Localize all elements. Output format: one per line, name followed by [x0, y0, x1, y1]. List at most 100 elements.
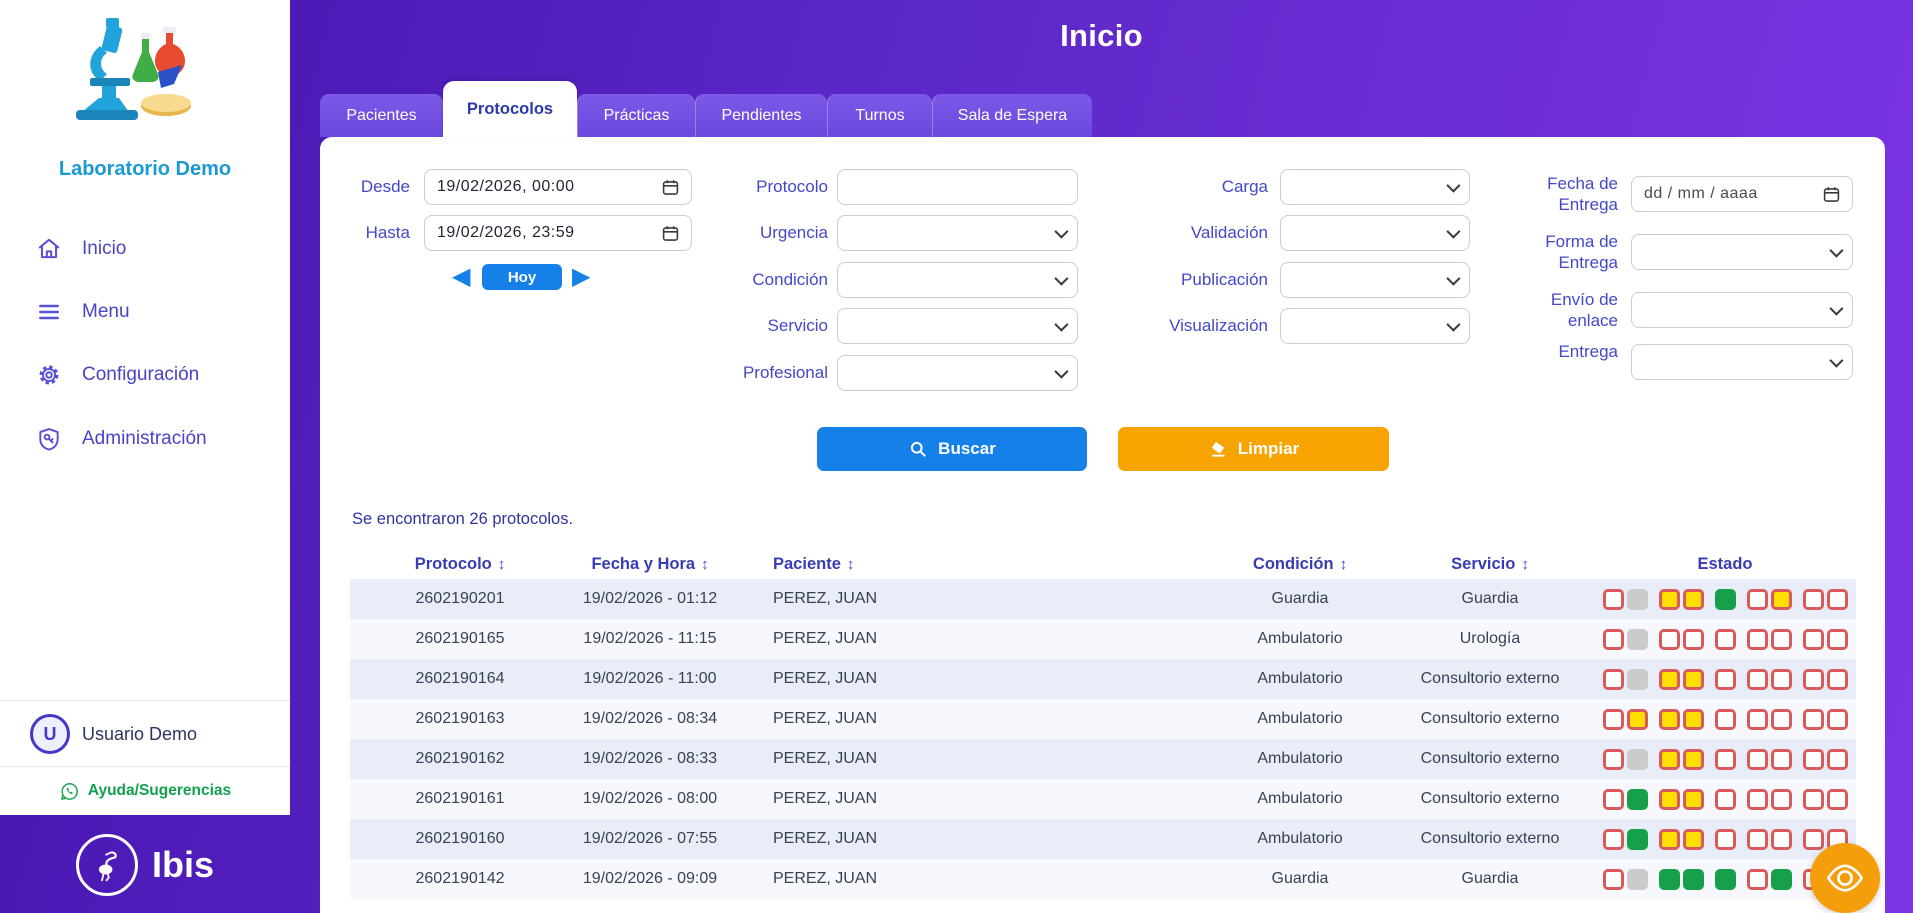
estado-checkbox-empty[interactable] — [1746, 748, 1768, 770]
estado-checkbox-yellow[interactable] — [1658, 828, 1680, 850]
column-header-condicion[interactable]: Condición ↕ — [1252, 554, 1348, 573]
hasta-datetime-input[interactable]: 19/02/2026, 23:59 — [424, 215, 692, 251]
estado-checkbox-empty[interactable] — [1714, 828, 1736, 850]
estado-checkbox-green[interactable] — [1626, 788, 1648, 810]
estado-checkbox-empty[interactable] — [1802, 828, 1824, 850]
table-row[interactable]: 2602190160 19/02/2026 - 07:55 PEREZ, JUAN A… — [350, 819, 1856, 859]
table-row[interactable]: 2602190162 19/02/2026 - 08:33 PEREZ, JUAN A… — [350, 739, 1856, 779]
estado-checkbox-yellow[interactable] — [1658, 668, 1680, 690]
estado-checkbox-empty[interactable] — [1714, 748, 1736, 770]
estado-checkbox-empty[interactable] — [1602, 708, 1624, 730]
estado-checkbox-yellow[interactable] — [1658, 788, 1680, 810]
estado-checkbox-gray[interactable] — [1626, 748, 1648, 770]
estado-checkbox-yellow[interactable] — [1658, 708, 1680, 730]
estado-checkbox-empty[interactable] — [1602, 748, 1624, 770]
sidebar-item-menu[interactable]: Menu — [0, 295, 290, 329]
estado-checkbox-empty[interactable] — [1770, 668, 1792, 690]
column-header-fecha-y-hora[interactable]: Fecha y Hora ↕ — [591, 554, 709, 573]
condicion-select[interactable] — [837, 262, 1078, 298]
estado-checkbox-empty[interactable] — [1770, 748, 1792, 770]
estado-checkbox-green[interactable] — [1658, 868, 1680, 890]
estado-checkbox-green[interactable] — [1626, 828, 1648, 850]
table-row[interactable]: 2602190201 19/02/2026 - 01:12 PEREZ, JUAN G… — [350, 579, 1856, 619]
forma-de-entrega-select[interactable] — [1631, 234, 1853, 270]
buscar-button[interactable]: Buscar — [817, 427, 1087, 471]
estado-checkbox-green[interactable] — [1714, 588, 1736, 610]
estado-checkbox-empty[interactable] — [1746, 628, 1768, 650]
table-row[interactable]: 2602190142 19/02/2026 - 09:09 PEREZ, JUAN G… — [350, 859, 1856, 899]
estado-checkbox-yellow[interactable] — [1658, 588, 1680, 610]
urgencia-select[interactable] — [837, 215, 1078, 251]
protocolo-input[interactable] — [837, 169, 1078, 205]
estado-checkbox-gray[interactable] — [1626, 868, 1648, 890]
publicacion-select[interactable] — [1280, 262, 1470, 298]
entrega-select[interactable] — [1631, 344, 1853, 380]
column-header-protocolo[interactable]: Protocolo ↕ — [414, 554, 506, 573]
sidebar-item-inicio[interactable]: Inicio — [0, 232, 290, 266]
sidebar-item-administracion[interactable]: Administración — [0, 422, 290, 456]
desde-datetime-input[interactable]: 19/02/2026, 00:00 — [424, 169, 692, 205]
estado-checkbox-empty[interactable] — [1770, 708, 1792, 730]
estado-checkbox-empty[interactable] — [1802, 748, 1824, 770]
tab-sala-de-espera[interactable]: Sala de Espera — [932, 94, 1092, 137]
help-suggestions-link[interactable]: Ayuda/Sugerencias — [0, 774, 290, 808]
estado-checkbox-empty[interactable] — [1602, 668, 1624, 690]
estado-checkbox-empty[interactable] — [1770, 828, 1792, 850]
estado-checkbox-empty[interactable] — [1826, 748, 1848, 770]
column-header-servicio[interactable]: Servicio ↕ — [1451, 554, 1529, 573]
estado-checkbox-empty[interactable] — [1770, 788, 1792, 810]
estado-checkbox-empty[interactable] — [1714, 628, 1736, 650]
validacion-select[interactable] — [1280, 215, 1470, 251]
estado-checkbox-yellow[interactable] — [1626, 708, 1648, 730]
estado-checkbox-empty[interactable] — [1602, 628, 1624, 650]
estado-checkbox-green[interactable] — [1714, 868, 1736, 890]
estado-checkbox-empty[interactable] — [1602, 868, 1624, 890]
estado-checkbox-yellow[interactable] — [1770, 588, 1792, 610]
estado-checkbox-gray[interactable] — [1626, 668, 1648, 690]
profesional-select[interactable] — [837, 355, 1078, 391]
estado-checkbox-yellow[interactable] — [1682, 748, 1704, 770]
estado-checkbox-empty[interactable] — [1826, 588, 1848, 610]
estado-checkbox-empty[interactable] — [1602, 588, 1624, 610]
tab-pendientes[interactable]: Pendientes — [695, 94, 827, 137]
estado-checkbox-empty[interactable] — [1714, 708, 1736, 730]
carga-select[interactable] — [1280, 169, 1470, 205]
column-header-paciente[interactable]: Paciente ↕ — [773, 554, 855, 573]
estado-checkbox-empty[interactable] — [1602, 788, 1624, 810]
estado-checkbox-yellow[interactable] — [1682, 708, 1704, 730]
user-menu[interactable]: U Usuario Demo — [0, 710, 290, 758]
estado-checkbox-empty[interactable] — [1746, 708, 1768, 730]
estado-checkbox-empty[interactable] — [1802, 588, 1824, 610]
servicio-select[interactable] — [837, 308, 1078, 344]
estado-checkbox-yellow[interactable] — [1658, 748, 1680, 770]
estado-checkbox-yellow[interactable] — [1682, 668, 1704, 690]
envio-de-enlace-select[interactable] — [1631, 292, 1853, 328]
table-row[interactable]: 2602190161 19/02/2026 - 08:00 PEREZ, JUAN A… — [350, 779, 1856, 819]
estado-checkbox-empty[interactable] — [1802, 628, 1824, 650]
tab-protocolos[interactable]: Protocolos — [443, 81, 577, 137]
estado-checkbox-empty[interactable] — [1826, 628, 1848, 650]
prev-day-arrow[interactable]: ◀ — [452, 263, 471, 290]
estado-checkbox-yellow[interactable] — [1682, 788, 1704, 810]
estado-checkbox-empty[interactable] — [1682, 628, 1704, 650]
estado-checkbox-empty[interactable] — [1602, 828, 1624, 850]
estado-checkbox-empty[interactable] — [1770, 628, 1792, 650]
estado-checkbox-empty[interactable] — [1714, 668, 1736, 690]
estado-checkbox-empty[interactable] — [1826, 708, 1848, 730]
tab-pacientes[interactable]: Pacientes — [320, 94, 443, 137]
estado-checkbox-empty[interactable] — [1802, 668, 1824, 690]
estado-checkbox-empty[interactable] — [1746, 868, 1768, 890]
hoy-button[interactable]: Hoy — [482, 264, 562, 290]
estado-checkbox-empty[interactable] — [1746, 668, 1768, 690]
estado-checkbox-gray[interactable] — [1626, 588, 1648, 610]
next-day-arrow[interactable]: ▶ — [572, 263, 591, 290]
estado-checkbox-empty[interactable] — [1802, 788, 1824, 810]
estado-checkbox-empty[interactable] — [1714, 788, 1736, 810]
estado-checkbox-empty[interactable] — [1746, 828, 1768, 850]
tab-practicas[interactable]: Prácticas — [577, 94, 695, 137]
table-row[interactable]: 2602190164 19/02/2026 - 11:00 PEREZ, JUAN A… — [350, 659, 1856, 699]
estado-checkbox-green[interactable] — [1682, 868, 1704, 890]
visibility-fab[interactable] — [1810, 843, 1880, 913]
limpiar-button[interactable]: Limpiar — [1118, 427, 1389, 471]
estado-checkbox-yellow[interactable] — [1682, 588, 1704, 610]
